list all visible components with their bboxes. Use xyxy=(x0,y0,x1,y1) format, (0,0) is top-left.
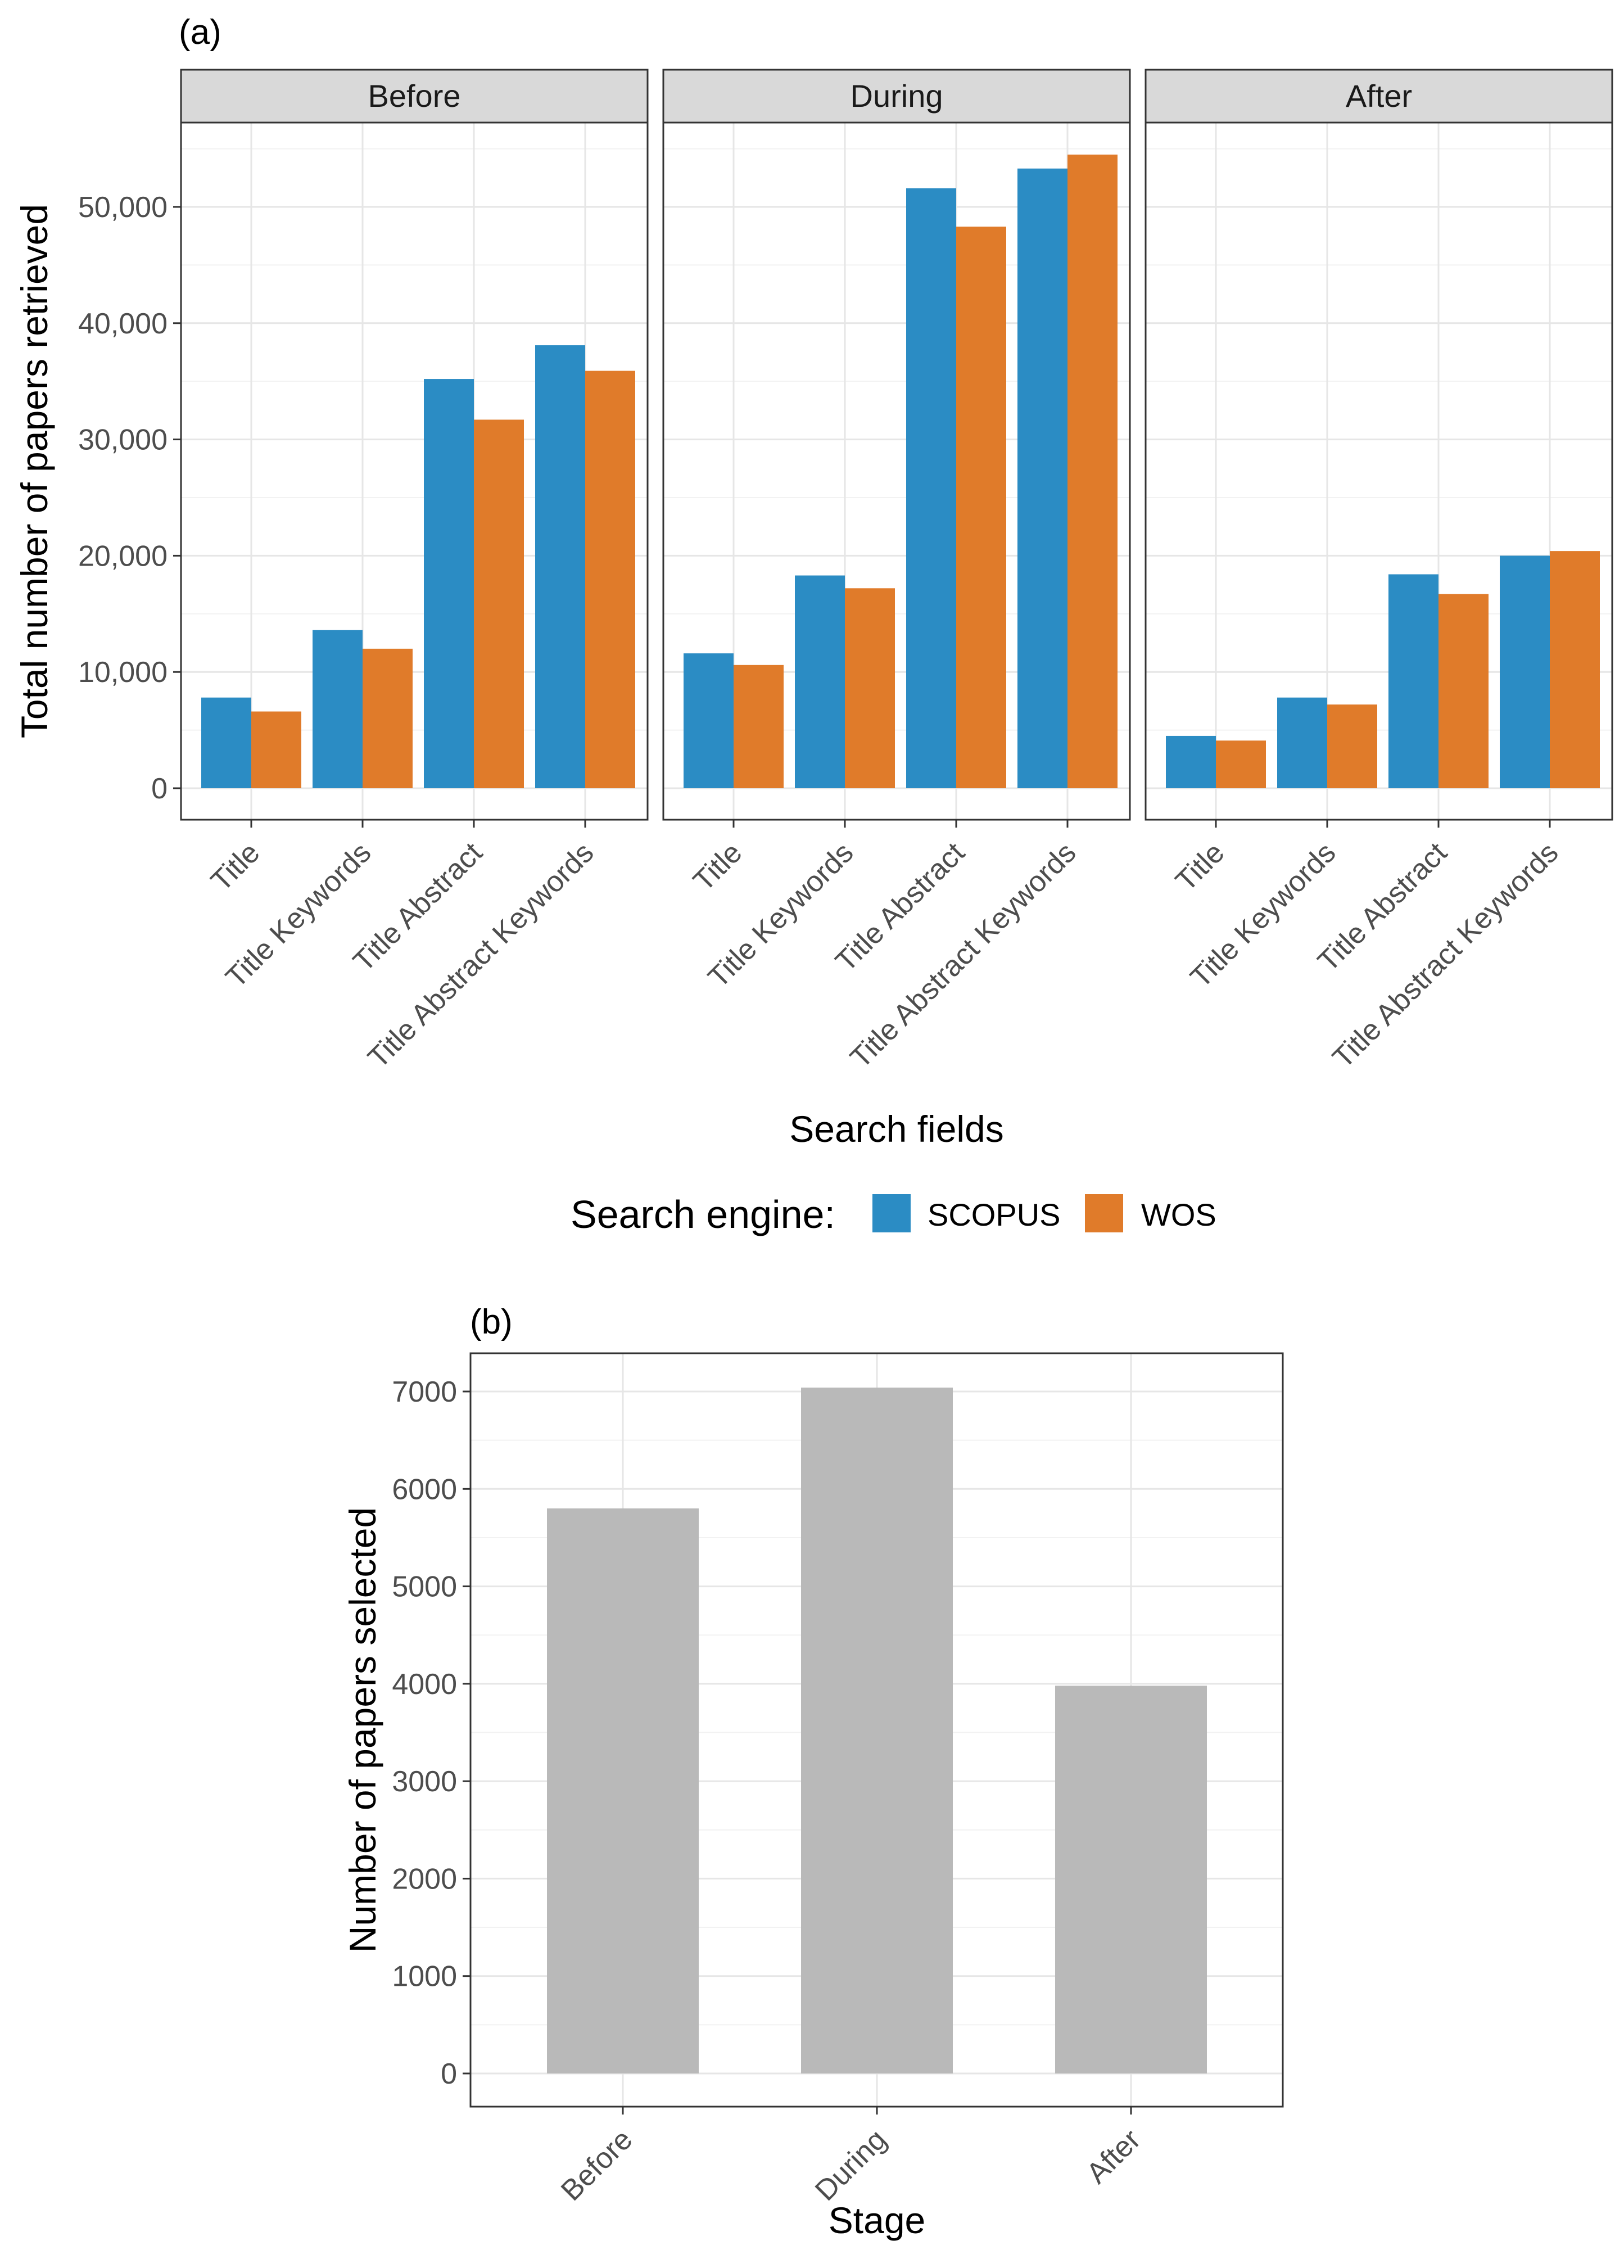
bar-after xyxy=(1055,1686,1207,2073)
legend-label-wos: WOS xyxy=(1141,1197,1216,1232)
panel-b-bars xyxy=(547,1388,1207,2073)
facet-strip-before xyxy=(180,69,649,124)
bar-during-title-keywords-scopus xyxy=(795,575,845,788)
facet-during-bars xyxy=(684,154,1118,789)
bar-before-title-abstract-scopus xyxy=(424,379,474,788)
y-tick-label: 2000 xyxy=(392,1863,457,1895)
bar-after-title-keywords-wos xyxy=(1327,704,1377,788)
bar-after-title-abstract-keywords-wos xyxy=(1550,551,1600,788)
x-tick-label-after: After xyxy=(1080,2123,1147,2190)
y-tick-label: 10,000 xyxy=(78,656,168,689)
bar-during-title-wos xyxy=(734,665,784,788)
facet-panel-border-after xyxy=(1145,121,1613,821)
bar-during-title-keywords-wos xyxy=(845,588,895,788)
y-tick-label: 1000 xyxy=(392,1960,457,1993)
bar-after-title-abstract-wos xyxy=(1438,594,1489,788)
panel-b-x-axis-title: Stage xyxy=(829,2199,925,2241)
bar-during-title-scopus xyxy=(684,653,734,788)
x-tick-label-after-title: Title xyxy=(1169,836,1231,897)
panel-b-label: (b) xyxy=(470,1303,513,1341)
panel-a-x-axis-title: Search fields xyxy=(789,1108,1004,1150)
y-tick-label: 6000 xyxy=(392,1473,457,1506)
facet-strip-label-after: After xyxy=(1346,78,1412,114)
x-tick-label-during-title-abstract-keywords: Title Abstract Keywords xyxy=(844,836,1083,1074)
facet-strip-during xyxy=(662,69,1131,124)
bar-before-title-abstract-wos xyxy=(474,419,524,788)
legend: Search engine: SCOPUS WOS xyxy=(571,1192,1216,1236)
bar-before-title-keywords-scopus xyxy=(313,630,363,788)
facet-strip-label-during: During xyxy=(851,78,943,114)
x-tick-label-before-title: Title xyxy=(205,836,266,897)
bar-before-title-abstract-keywords-scopus xyxy=(535,345,585,788)
panel-a-label: (a) xyxy=(179,13,221,52)
x-tick-label-after-title-abstract-keywords: Title Abstract Keywords xyxy=(1327,836,1565,1074)
y-tick-label: 30,000 xyxy=(78,424,168,457)
bar-after-title-scopus xyxy=(1166,735,1216,788)
facet-strip-label-before: Before xyxy=(368,78,461,114)
bar-after-title-keywords-scopus xyxy=(1277,697,1327,788)
bar-during xyxy=(801,1388,953,2073)
bar-before-title-abstract-keywords-wos xyxy=(585,371,635,788)
bar-before-title-scopus xyxy=(201,697,251,788)
y-tick-label: 3000 xyxy=(392,1765,457,1798)
facet-before-bars xyxy=(201,345,635,788)
bar-before-title-wos xyxy=(251,711,301,788)
bar-before xyxy=(547,1508,699,2073)
x-tick-label-before: Before xyxy=(555,2123,639,2207)
bar-during-title-abstract-keywords-wos xyxy=(1067,154,1118,789)
bar-after-title-wos xyxy=(1216,740,1266,788)
bar-during-title-abstract-scopus xyxy=(906,188,956,788)
panel-b-x-axis: Before During After xyxy=(555,2107,1147,2207)
legend-label-scopus: SCOPUS xyxy=(928,1197,1061,1232)
facet-panel-border-before xyxy=(180,121,649,821)
bar-during-title-abstract-keywords-scopus xyxy=(1017,168,1067,789)
x-tick-label-before-title-abstract-keywords: Title Abstract Keywords xyxy=(362,836,600,1074)
legend-swatch-wos xyxy=(1085,1194,1123,1232)
y-tick-label: 20,000 xyxy=(78,540,168,572)
legend-title: Search engine: xyxy=(571,1192,835,1236)
y-tick-label: 0 xyxy=(151,772,168,805)
facet-strip-after xyxy=(1145,69,1613,124)
bar-before-title-keywords-wos xyxy=(363,648,413,788)
y-tick-label: 5000 xyxy=(392,1571,457,1603)
x-tick-label-during: During xyxy=(809,2123,893,2207)
panel-b: (b) 0 1000 2000 3000 4000 5000 6000 7000 Before… xyxy=(342,1303,1284,2241)
legend-swatch-scopus xyxy=(872,1194,911,1232)
y-tick-label: 4000 xyxy=(392,1668,457,1701)
y-tick-label: 7000 xyxy=(392,1376,457,1408)
y-tick-label: 0 xyxy=(441,2058,457,2090)
panel-a-y-axis: 0 10,000 20,000 30,000 40,000 50,000 xyxy=(78,191,181,805)
y-tick-label: 50,000 xyxy=(78,191,168,224)
panel-b-y-axis-title: Number of papers selected xyxy=(342,1507,383,1953)
facet-panel-border-during xyxy=(662,121,1131,821)
facet-after-bars xyxy=(1166,551,1600,788)
x-tick-label-during-title: Title xyxy=(687,836,748,897)
y-tick-label: 40,000 xyxy=(78,308,168,340)
bar-during-title-abstract-wos xyxy=(956,227,1006,788)
bar-after-title-abstract-scopus xyxy=(1388,574,1438,788)
panel-b-y-axis: 0 1000 2000 3000 4000 5000 6000 7000 xyxy=(392,1376,471,2090)
bar-after-title-abstract-keywords-scopus xyxy=(1500,555,1550,788)
panel-a-y-axis-title: Total number of papers retrieved xyxy=(13,204,55,738)
